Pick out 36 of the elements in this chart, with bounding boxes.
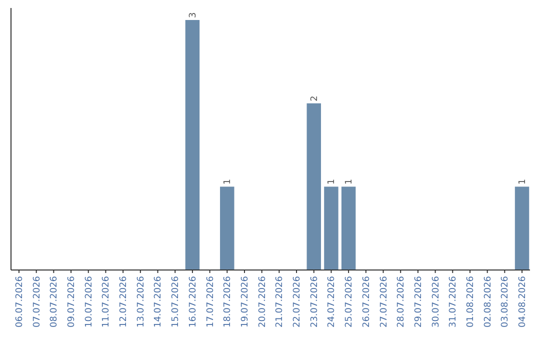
x-tick-label: 18.07.2026 [223,276,234,328]
x-tick-label: 25.07.2026 [344,276,355,328]
x-tick-label: 31.07.2026 [448,276,459,328]
x-tick-label: 14.07.2026 [154,276,164,328]
x-tick-label: 02.08.2026 [483,276,494,328]
x-tick-label: 12.07.2026 [119,276,130,328]
x-tick-label: 04.08.2026 [518,276,528,328]
data-label: 1 [223,178,234,185]
x-tick-label: 08.07.2026 [50,276,60,328]
data-label: 2 [310,96,320,102]
data-label: 1 [518,178,528,185]
x-tick-label: 19.07.2026 [240,276,250,328]
x-tick-label: 30.07.2026 [431,276,442,328]
x-tick-label: 28.07.2026 [396,276,407,328]
data-label: 3 [188,12,198,18]
x-tick-label: 27.07.2026 [379,276,390,328]
x-tick-label: 09.07.2026 [67,276,78,328]
x-tick-label: 06.07.2026 [14,276,25,328]
x-tick-label: 07.07.2026 [32,276,42,328]
x-tick-label: 13.07.2026 [136,276,146,328]
x-tick-label: 20.07.2026 [258,276,268,328]
x-tick-label: 03.08.2026 [500,276,511,328]
x-tick-label: 15.07.2026 [171,276,182,328]
x-tick-label: 16.07.2026 [188,276,198,328]
x-tick-label: 10.07.2026 [84,276,94,328]
x-tick-label: 29.07.2026 [414,276,424,328]
data-label: 1 [344,178,355,185]
x-tick-label: 24.07.2026 [327,276,338,328]
data-label: 1 [327,178,338,185]
x-tick-label: 22.07.2026 [292,276,303,328]
x-tick-label: 11.07.2026 [102,276,112,328]
x-tick-label: 17.07.2026 [206,276,216,328]
x-tick-label: 01.08.2026 [466,276,476,328]
x-tick-label: 21.07.2026 [275,276,286,328]
x-tick-label: 23.07.2026 [310,276,320,328]
x-tick-label: 26.07.2026 [362,276,372,328]
